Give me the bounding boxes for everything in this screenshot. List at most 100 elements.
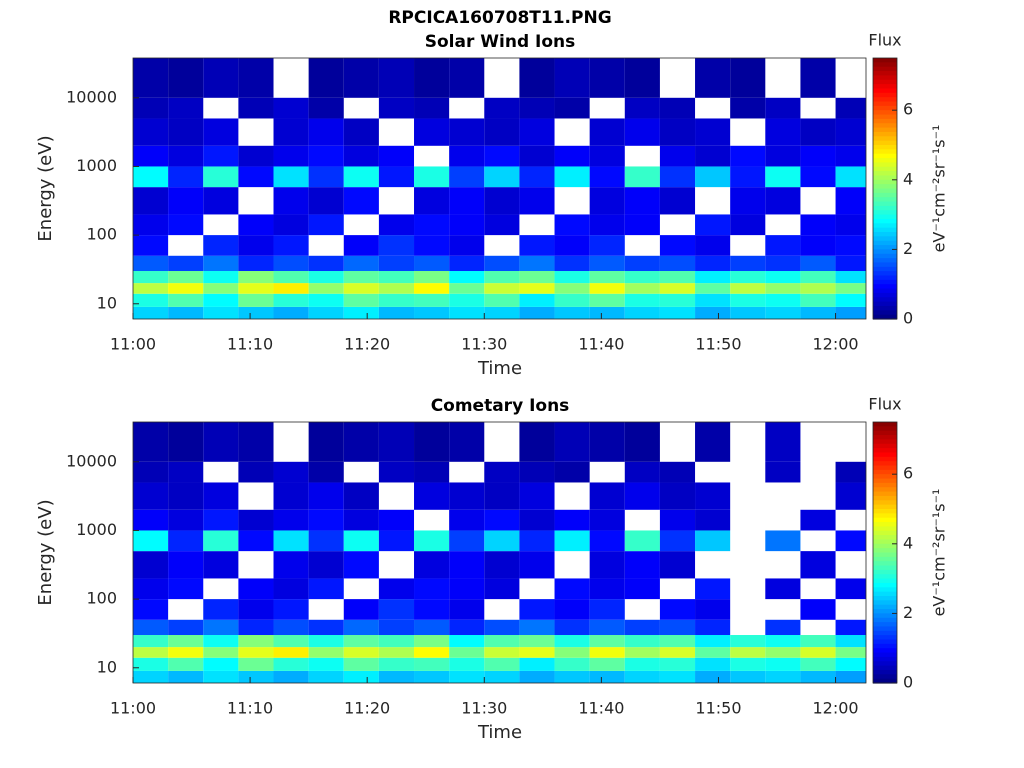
cell: [133, 461, 169, 483]
colorbar-segment: [873, 495, 897, 501]
x-tick-label: 11:00: [110, 699, 156, 718]
cell: [449, 235, 485, 256]
cell: [378, 255, 415, 272]
cell: [414, 578, 450, 600]
cell: [133, 530, 169, 552]
cell: [800, 58, 836, 98]
cell: [730, 97, 766, 119]
cell: [659, 283, 696, 294]
cell: [695, 619, 731, 636]
colorbar-segment: [873, 175, 897, 181]
cell: [730, 670, 766, 683]
cell: [378, 97, 415, 119]
cell: [835, 647, 866, 658]
cell: [765, 235, 801, 256]
cell: [554, 461, 590, 483]
cell: [554, 214, 590, 236]
cell: [554, 578, 590, 600]
cell: [203, 145, 239, 167]
colorbar-segment: [873, 617, 897, 623]
y-tick-label: 100: [86, 225, 117, 244]
cell: [414, 599, 450, 620]
colorbar-segment: [873, 622, 897, 628]
cell: [765, 271, 801, 284]
cell: [730, 283, 766, 294]
cell: [695, 293, 731, 307]
colorbar-segment: [873, 556, 897, 562]
colorbar-segment: [873, 158, 897, 163]
colorbar-segment: [873, 279, 897, 285]
cell: [659, 187, 696, 215]
cell: [800, 271, 836, 284]
cell: [835, 283, 866, 294]
cell: [168, 58, 204, 98]
cell: [238, 647, 274, 658]
colorbar-segment: [873, 297, 897, 303]
cell: [133, 58, 169, 98]
cell: [449, 118, 485, 146]
cell: [695, 283, 731, 294]
cell: [133, 145, 169, 167]
colorbar-segment: [873, 79, 897, 85]
colorbar-segment: [873, 179, 897, 185]
cell: [624, 530, 660, 552]
cell: [203, 283, 239, 294]
cell: [414, 214, 450, 236]
y-tick-label: 10: [97, 657, 117, 676]
cell: [484, 306, 520, 319]
cell: [203, 306, 239, 319]
cell: [414, 670, 450, 683]
cell: [765, 255, 801, 272]
cell: [519, 283, 555, 294]
cell: [835, 255, 866, 272]
colorbar-segment: [873, 145, 897, 150]
cell: [133, 482, 169, 510]
cell: [168, 670, 204, 683]
cell: [554, 145, 590, 167]
x-tick-label: 11:10: [227, 335, 273, 354]
colorbar-segment: [873, 600, 897, 606]
x-axis-label: Time: [477, 358, 522, 379]
cell: [659, 619, 696, 636]
cell: [378, 670, 415, 683]
cell: [308, 578, 344, 600]
cell: [308, 482, 344, 510]
cell: [835, 578, 866, 600]
colorbar-segment: [873, 153, 897, 159]
colorbar-segment: [873, 214, 897, 220]
cell: [519, 509, 555, 531]
colorbar-segment: [873, 674, 897, 680]
cell: [273, 635, 309, 648]
cell: [449, 551, 485, 579]
colorbar-segment: [873, 88, 897, 94]
cell: [203, 599, 239, 620]
cell: [168, 619, 204, 636]
cell: [133, 657, 169, 671]
cell: [519, 670, 555, 683]
cell: [765, 578, 801, 600]
colorbar-tick-label: 6: [903, 464, 913, 483]
cell: [378, 283, 415, 294]
colorbar-segment: [873, 561, 897, 567]
cell: [659, 97, 696, 119]
cell: [343, 283, 379, 294]
cell: [378, 306, 415, 319]
cell: [765, 118, 801, 146]
colorbar-segment: [873, 62, 897, 68]
cell: [835, 271, 866, 284]
colorbar-segment: [873, 435, 897, 440]
cell: [378, 530, 415, 552]
colorbar-segment: [873, 284, 897, 290]
cell: [168, 647, 204, 658]
y-tick-label: 100: [86, 589, 117, 608]
cell: [659, 461, 696, 483]
x-tick-label: 11:20: [344, 335, 390, 354]
cell: [659, 166, 696, 188]
cell: [238, 166, 274, 188]
cell: [519, 235, 555, 256]
cell: [133, 187, 169, 215]
cell: [449, 306, 485, 319]
cell: [765, 461, 801, 483]
cell: [695, 214, 731, 236]
cell: [659, 551, 696, 579]
